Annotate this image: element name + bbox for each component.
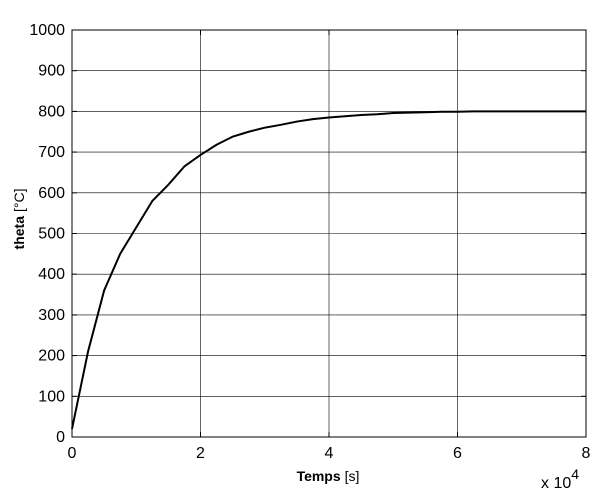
x-tick-label: 8 <box>582 445 591 462</box>
y-tick-label: 400 <box>38 266 65 283</box>
y-tick-label: 200 <box>38 348 65 365</box>
x-tick-label: 6 <box>453 445 462 462</box>
y-tick-label: 0 <box>56 429 65 446</box>
y-axis-title-unit: [°C] <box>11 189 27 213</box>
grid-layer <box>72 30 586 437</box>
x-tick-label: 2 <box>196 445 205 462</box>
x-axis-title: Temps [s] <box>297 468 360 484</box>
y-tick-label: 600 <box>38 185 65 202</box>
x-multiplier-base: x 10 <box>541 475 571 491</box>
label-layer: 0 100 200 300 400 500 600 700 800 900 1000 0 2 4 6 8 <box>29 22 590 462</box>
y-tick-label: 900 <box>38 63 65 80</box>
y-axis-title: theta [°C] <box>11 189 27 250</box>
y-tick-label: 100 <box>38 388 65 405</box>
x-axis-title-unit: [s] <box>345 468 360 484</box>
x-axis-multiplier: x 104 <box>541 466 579 491</box>
y-tick-label: 500 <box>38 226 65 243</box>
y-tick-label: 800 <box>38 103 65 120</box>
y-axis-title-name: theta <box>11 216 27 250</box>
x-tick-label: 4 <box>325 445 334 462</box>
y-tick-label: 700 <box>38 144 65 161</box>
x-axis-title-name: Temps <box>297 468 341 484</box>
y-tick-label: 1000 <box>29 22 65 39</box>
x-multiplier-exponent: 4 <box>571 466 579 482</box>
x-tick-label: 0 <box>68 445 77 462</box>
series-line <box>71 110 586 430</box>
tick-layer <box>71 29 587 438</box>
y-tick-label: 300 <box>38 307 65 324</box>
